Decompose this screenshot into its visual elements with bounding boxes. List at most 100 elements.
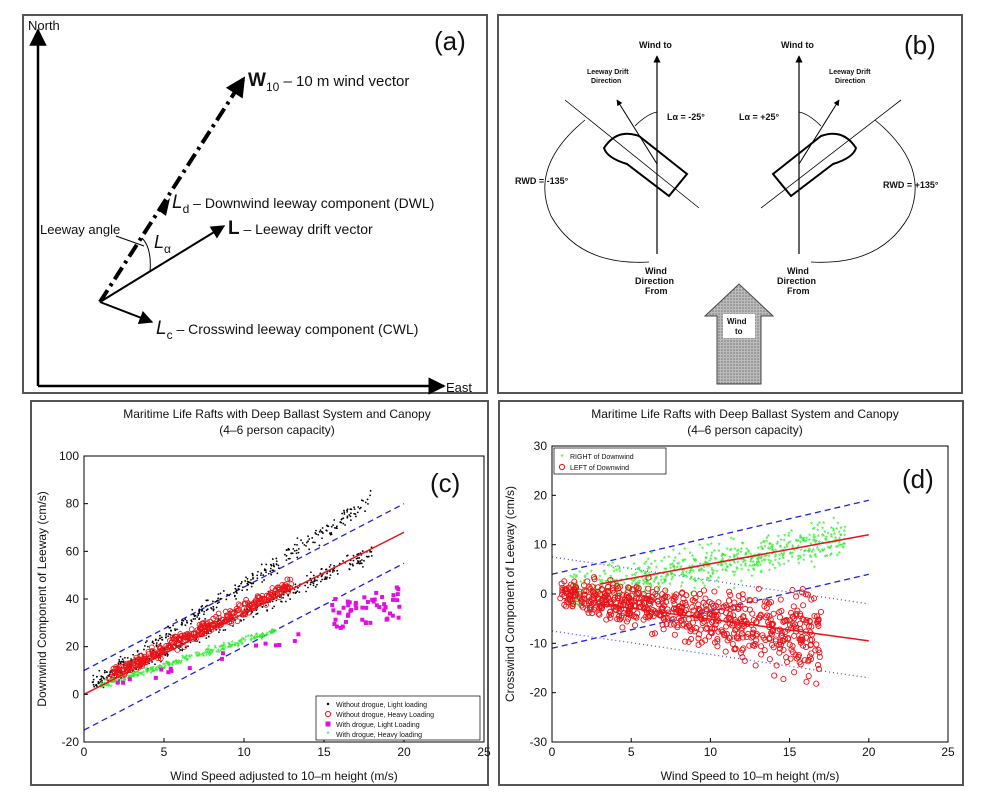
chart-c-point-light-nodrogue xyxy=(272,569,275,572)
chart-d-point-left xyxy=(764,599,771,606)
chart-d-point-right: * xyxy=(652,572,655,581)
chart-c-point-light-nodrogue xyxy=(315,529,317,532)
chart-c-point-light-nodrogue xyxy=(318,530,321,533)
chart-c-point-heavy-drogue: * xyxy=(255,632,258,641)
chart-c-point-light-nodrogue xyxy=(203,610,206,613)
chart-d-point-right: * xyxy=(682,567,685,576)
chart-c-point-heavy-drogue: * xyxy=(219,648,222,657)
chart-c-point-light-nodrogue xyxy=(269,601,271,603)
chart-c-point-light-nodrogue xyxy=(262,574,265,577)
chart-d-point-right: * xyxy=(618,590,621,599)
chart-c-point-heavy-drogue: * xyxy=(231,642,234,651)
chart-c-point-light-nodrogue xyxy=(358,507,361,510)
chart-d-point-right: * xyxy=(827,531,830,540)
chart-d-point-left xyxy=(722,648,729,655)
chart-c-point-heavy-drogue: * xyxy=(204,650,207,659)
chart-c-point-heavy-drogue: * xyxy=(182,655,185,664)
chart-c-point-heavy-drogue: * xyxy=(100,682,103,691)
chart-c-point-heavy-drogue: * xyxy=(104,681,107,690)
chart-d-point-right: * xyxy=(711,570,714,579)
chart-c-point-heavy-nodrogue xyxy=(187,633,193,640)
chart-c-point-light-nodrogue xyxy=(155,642,158,644)
chart-c-point-light-nodrogue xyxy=(136,649,139,652)
chart-d-point-right: * xyxy=(816,528,819,537)
chart-c-point-heavy-nodrogue xyxy=(118,663,124,670)
chart-d-point-right: * xyxy=(646,566,649,575)
chart-d-point-right: * xyxy=(838,550,841,559)
chart-d-point-right: * xyxy=(821,547,824,556)
chart-d-point-right: * xyxy=(689,576,692,585)
chart-c-point-light-nodrogue xyxy=(348,562,351,565)
chart-c-point-heavy-nodrogue xyxy=(134,660,141,667)
chart-d-point-right: * xyxy=(800,547,803,556)
chart-c-point-light-nodrogue xyxy=(314,531,317,534)
chart-d-point-right: * xyxy=(843,533,846,542)
chart-c-point-light-nodrogue xyxy=(297,586,299,589)
chart-d-point-right: * xyxy=(618,569,621,578)
chart-d-point-right: * xyxy=(688,571,691,580)
chart-c-point-heavy-drogue: * xyxy=(168,662,171,671)
chart-d-point-right: * xyxy=(808,546,811,555)
chart-c-point-heavy-drogue: * xyxy=(236,640,239,649)
chart-c-point-light-drogue xyxy=(388,611,393,616)
chart-c-point-light-nodrogue xyxy=(121,658,124,661)
chart-c-point-heavy-drogue: * xyxy=(258,632,261,641)
chart-c-point-light-drogue xyxy=(169,668,174,673)
chart-d-point-right: * xyxy=(638,565,641,574)
chart-d-point-left xyxy=(626,584,633,592)
chart-c-point-heavy-drogue: * xyxy=(255,631,258,640)
chart-c-point-light-nodrogue xyxy=(251,574,254,577)
chart-d-point-right: * xyxy=(717,548,720,557)
chart-c-point-heavy-drogue: * xyxy=(261,633,264,642)
chart-c-point-light-nodrogue xyxy=(271,600,274,603)
chart-d-point-left xyxy=(735,592,742,599)
chart-d-point-right: * xyxy=(725,568,728,577)
chart-c-point-heavy-drogue: * xyxy=(233,642,236,651)
chart-c-point-light-nodrogue xyxy=(217,597,220,600)
chart-c-point-heavy-drogue: * xyxy=(253,634,256,643)
chart-c-point-heavy-drogue: * xyxy=(186,657,189,666)
chart-d-point-left xyxy=(623,592,630,599)
chart-d-point-right: * xyxy=(635,575,638,584)
chart-c-point-light-drogue xyxy=(121,680,126,685)
chart-c-point-light-nodrogue xyxy=(296,543,298,546)
chart-d-point-left xyxy=(726,614,733,621)
chart-d-point-left xyxy=(815,646,822,653)
chart-c-point-heavy-drogue: * xyxy=(205,647,208,656)
chart-d-point-right: * xyxy=(569,574,572,583)
chart-d-fit-left xyxy=(599,603,869,642)
chart-c-point-light-drogue xyxy=(362,595,367,600)
chart-c-point-light-drogue xyxy=(397,604,402,609)
chart-d-point-right: * xyxy=(843,528,846,537)
chart-c-point-light-nodrogue xyxy=(255,613,258,616)
chart-c-point-heavy-drogue: * xyxy=(171,662,174,671)
chart-d-point-right: * xyxy=(679,566,682,575)
chart-d-point-right: * xyxy=(779,544,782,553)
chart-c-point-heavy-drogue: * xyxy=(208,653,211,662)
chart-c-point-heavy-drogue: * xyxy=(103,681,106,690)
chart-c-point-light-nodrogue xyxy=(238,585,241,587)
chart-d-point-right: * xyxy=(826,545,829,554)
chart-c-point-heavy-drogue: * xyxy=(145,669,148,678)
chart-d-point-left xyxy=(776,649,783,656)
chart-d-point-right: * xyxy=(739,562,742,571)
chart-c-point-heavy-nodrogue xyxy=(184,634,191,641)
chart-c-point-heavy-drogue: * xyxy=(155,665,158,674)
chart-d-point-right: * xyxy=(762,539,765,548)
chart-d-point-right: * xyxy=(735,565,738,574)
chart-c-point-light-nodrogue xyxy=(197,614,200,616)
chart-d-point-right: * xyxy=(828,545,831,554)
chart-d-point-left xyxy=(642,613,649,620)
chart-c-point-light-nodrogue xyxy=(287,548,290,551)
chart-c-point-heavy-drogue: * xyxy=(241,641,244,650)
chart-d-point-right: * xyxy=(791,554,794,563)
chart-c-point-light-nodrogue xyxy=(353,506,355,509)
chart-d-point-left xyxy=(814,619,821,626)
chart-d-point-left xyxy=(732,645,739,652)
chart-d-point-right: * xyxy=(661,581,664,590)
chart-d-point-right: * xyxy=(696,564,699,573)
chart-c-point-light-nodrogue xyxy=(370,550,373,553)
chart-d-point-right: * xyxy=(636,566,639,575)
chart-c-point-light-nodrogue xyxy=(167,625,169,628)
chart-c-point-heavy-nodrogue xyxy=(284,576,291,583)
